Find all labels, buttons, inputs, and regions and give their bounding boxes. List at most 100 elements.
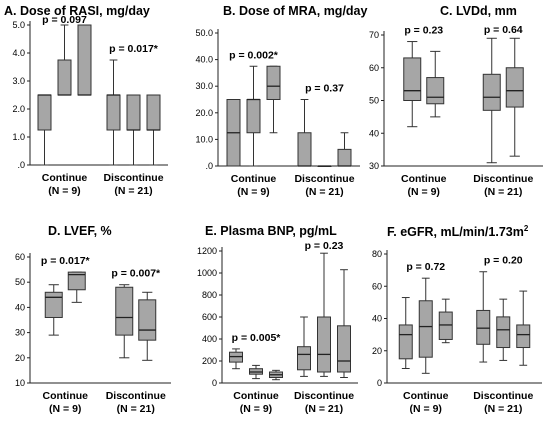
- group-label: Discontinue: [294, 390, 354, 402]
- chart-title: E. Plasma BNP, pg/mL: [205, 224, 337, 238]
- box: [317, 316, 331, 373]
- y-tick-label: .0: [205, 161, 213, 171]
- p-value-label: p = 0.72: [406, 261, 445, 273]
- y-tick-label: 50: [15, 277, 25, 287]
- group-n-label: (N = 9): [49, 403, 81, 415]
- box: [297, 132, 312, 167]
- box-plot: 10 20 30 40 50 60 p = 0.017* Continue(N = 9) p =…: [15, 252, 171, 415]
- chart-title-superscript: 2: [523, 224, 529, 233]
- group-n-label: (N = 21): [117, 403, 155, 415]
- y-tick-label: 60: [372, 281, 382, 291]
- y-tick-label: 5.0: [12, 20, 25, 30]
- chart-title: F. eGFR, mL/min/1.73m2: [387, 224, 528, 239]
- y-tick-label: 10: [15, 378, 25, 388]
- y-tick-label: 50.0: [195, 28, 213, 38]
- group-label: Continue: [42, 172, 88, 184]
- p-value-label: p = 0.005*: [232, 332, 282, 344]
- box: [516, 324, 531, 349]
- box: [476, 309, 491, 345]
- group-n-label: (N = 9): [408, 186, 440, 198]
- box-plot: 30 40 50 60 70 p = 0.23 Continue(N = 9) p = 0.6…: [369, 24, 543, 198]
- y-tick-label: 50: [369, 96, 379, 106]
- group-n-label: (N = 21): [305, 186, 343, 198]
- y-tick-label: 4.0: [12, 48, 25, 58]
- y-tick-label: 0: [212, 378, 217, 388]
- box: [297, 346, 311, 371]
- y-tick-label: 40.0: [195, 55, 213, 65]
- y-tick-label: 600: [202, 312, 217, 322]
- p-value-label: p = 0.37: [305, 83, 344, 95]
- group-label: Continue: [401, 173, 447, 185]
- group-label: Discontinue: [103, 172, 163, 184]
- y-tick-label: 70: [369, 30, 379, 40]
- chart-title-text: F. eGFR, mL/min/1.73m: [387, 225, 524, 240]
- box: [505, 67, 524, 108]
- group-n-label: (N = 21): [484, 403, 522, 415]
- y-tick-label: 40: [372, 314, 382, 324]
- box: [398, 324, 413, 360]
- box: [146, 94, 161, 131]
- chart-title: C. LVDd, mm: [440, 4, 517, 18]
- y-tick-label: 1.0: [12, 132, 25, 142]
- y-tick-label: 0: [377, 378, 382, 388]
- box-plot: .0 10.0 20.0 30.0 40.0 50.0 p = 0.002* Continue…: [195, 28, 360, 198]
- p-value-label: p = 0.007*: [111, 268, 161, 280]
- chart-panel-f: F. eGFR, mL/min/1.73m2 0 20 40 60 80 p = 0.72…: [367, 211, 550, 423]
- y-tick-label: 1200: [197, 246, 217, 256]
- p-value-label: p = 0.64: [484, 24, 523, 36]
- y-tick-label: 30.0: [195, 81, 213, 91]
- y-tick-label: 60: [369, 63, 379, 73]
- y-tick-label: 30: [15, 328, 25, 338]
- group-n-label: (N = 9): [240, 403, 272, 415]
- y-tick-label: 3.0: [12, 76, 25, 86]
- y-tick-label: 2.0: [12, 104, 25, 114]
- group-n-label: (N = 21): [305, 403, 343, 415]
- p-value-label: p = 0.23: [305, 240, 344, 252]
- y-tick-label: 400: [202, 334, 217, 344]
- chart-panel-c: C. LVDd, mm 30 40 50 60 70 p = 0.23 Continue (N…: [367, 0, 550, 211]
- chart-panel-d: D. LVEF, % 10 20 30 40 50 60 p = 0.017* Continu…: [0, 211, 183, 423]
- y-tick-label: 1000: [197, 268, 217, 278]
- box: [438, 311, 453, 340]
- chart-title: A. Dose of RASI, mg/day: [4, 4, 150, 18]
- box: [266, 65, 281, 100]
- p-value-label: p = 0.23: [404, 25, 443, 37]
- chart-panel-e: E. Plasma BNP, pg/mL 0 200 400 600 800 1000 12…: [183, 211, 367, 423]
- group-label: Discontinue: [473, 173, 533, 185]
- chart-panel-b: B. Dose of MRA, mg/day .0 10.0 20.0 30.0 40.…: [183, 0, 367, 211]
- group-label: Discontinue: [473, 390, 533, 402]
- box: [115, 286, 134, 336]
- box: [57, 59, 72, 96]
- box: [403, 57, 422, 101]
- group-label: Discontinue: [294, 173, 354, 185]
- y-tick-label: 200: [202, 356, 217, 366]
- box: [482, 73, 501, 111]
- group-n-label: (N = 9): [237, 186, 269, 198]
- group-label: Continue: [233, 390, 279, 402]
- box: [138, 299, 157, 341]
- chart-title: D. LVEF, %: [48, 224, 112, 238]
- box: [44, 291, 63, 318]
- box: [418, 300, 433, 358]
- y-tick-label: .0: [17, 160, 25, 170]
- group-n-label: (N = 21): [114, 185, 152, 197]
- box: [426, 77, 445, 105]
- group-n-label: (N = 21): [484, 186, 522, 198]
- y-tick-label: 40: [15, 302, 25, 312]
- box-plot: .0 1.0 2.0 3.0 4.0 5.0 p = 0.097 Continue(N = 9…: [12, 14, 168, 197]
- group-n-label: (N = 9): [48, 185, 80, 197]
- box: [37, 94, 52, 131]
- box: [246, 99, 261, 134]
- y-tick-label: 60: [15, 252, 25, 262]
- y-tick-label: 30: [369, 161, 379, 171]
- chart-panel-a: A. Dose of RASI, mg/day .0 1.0 2.0 3.0 4.0 5.…: [0, 0, 183, 211]
- box: [496, 316, 511, 349]
- box: [77, 24, 92, 96]
- chart-title: B. Dose of MRA, mg/day: [223, 4, 368, 18]
- p-value-label: p = 0.017*: [109, 43, 159, 55]
- box: [67, 271, 86, 291]
- y-tick-label: 40: [369, 128, 379, 138]
- group-label: Discontinue: [106, 390, 166, 402]
- p-value-label: p = 0.017*: [41, 255, 91, 267]
